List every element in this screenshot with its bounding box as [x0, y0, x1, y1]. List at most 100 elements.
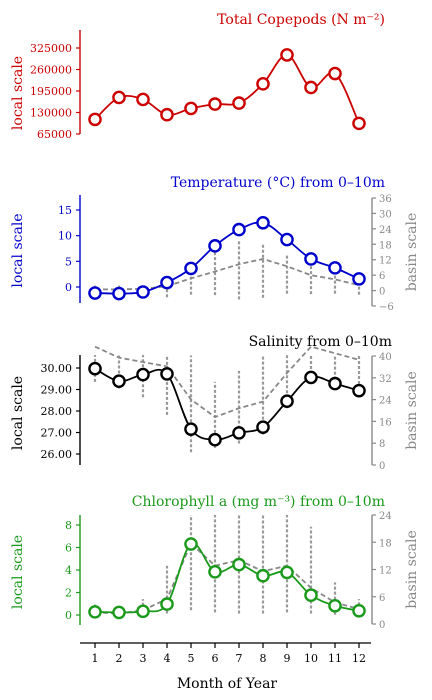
y-tick-label: 260000	[30, 64, 72, 77]
x-tick-label: 12	[352, 652, 366, 665]
y2-tick-label: 12	[379, 566, 392, 577]
y2-tick-label: 12	[379, 256, 392, 267]
y2-tick-label: −6	[379, 302, 394, 313]
y-axis-label: local scale	[10, 56, 26, 130]
data-point	[232, 557, 246, 572]
data-point	[352, 603, 366, 618]
data-point	[352, 116, 366, 131]
data-point	[184, 422, 198, 436]
y2-tick-label: 0	[379, 287, 385, 298]
data-point	[184, 261, 198, 276]
x-tick-label: 9	[284, 652, 291, 665]
data-point	[160, 107, 174, 122]
data-point	[328, 66, 342, 81]
y2-tick-label: 36	[379, 194, 392, 205]
y2-tick-label: 24	[379, 225, 392, 236]
chart-panel-4: Chlorophyll a (mg m⁻³) from 0–10m 8 6 4 2 0 lo…	[10, 494, 420, 631]
y2-tick-label: 18	[379, 240, 392, 251]
y-tick-label: 4	[65, 564, 72, 577]
data-point	[256, 568, 270, 583]
x-axis-label: Month of Year	[177, 676, 278, 692]
y2-tick-label: 30	[379, 209, 392, 220]
data-point	[112, 374, 126, 388]
x-tick-label: 4	[164, 652, 171, 665]
x-tick-label: 5	[188, 652, 195, 665]
data-point	[280, 394, 294, 409]
local-series-line	[94, 54, 360, 124]
local-series-line	[94, 221, 360, 295]
data-point	[136, 285, 150, 299]
y-tick-label: 8	[65, 519, 72, 532]
data-point	[280, 565, 294, 580]
data-point	[160, 597, 174, 611]
data-point	[304, 370, 318, 385]
y-tick-label: 0	[65, 609, 72, 622]
x-tick-label: 3	[140, 652, 147, 665]
data-point	[304, 588, 318, 602]
y2-tick-label: 16	[379, 417, 392, 428]
x-tick-label: 6	[212, 652, 219, 665]
y-tick-label: 130000	[30, 107, 72, 120]
data-point	[328, 261, 342, 275]
y-tick-label: 26.00	[41, 448, 73, 461]
y-axis-label: local scale	[10, 535, 26, 609]
data-point	[88, 112, 102, 127]
chart-panel-2: Temperature (°C) from 0–10m 15 10 5 0 local s…	[10, 175, 420, 313]
y2-tick-label: 24	[379, 396, 392, 407]
data-point	[232, 96, 246, 110]
data-point	[208, 97, 222, 111]
data-point	[136, 604, 150, 619]
y2-tick-label: 32	[379, 374, 392, 385]
y-tick-label: 5	[65, 255, 72, 268]
chart-title: Temperature (°C) from 0–10m	[171, 175, 385, 191]
y2-tick-label: 24	[379, 511, 392, 522]
data-point	[112, 286, 126, 301]
y2-tick-label: 6	[379, 593, 385, 604]
data-point	[328, 598, 342, 613]
y-tick-label: 2	[65, 587, 72, 600]
y2-axis-label: basin scale	[404, 371, 420, 450]
data-point	[136, 92, 150, 107]
y-tick-label: 325000	[30, 42, 72, 55]
data-point	[328, 376, 342, 391]
data-point	[232, 222, 246, 237]
x-tick-label: 2	[116, 652, 123, 665]
chart-title: Total Copepods (N m⁻²)	[217, 12, 385, 28]
data-point	[208, 432, 222, 447]
y-axis-label: local scale	[10, 213, 26, 287]
data-point	[256, 77, 270, 91]
data-point	[280, 232, 294, 247]
data-point	[88, 286, 102, 300]
y2-axis-label: basin scale	[404, 213, 420, 292]
data-point	[112, 605, 126, 620]
chart-title: Chlorophyll a (mg m⁻³) from 0–10m	[132, 494, 385, 510]
y-tick-label: 28.00	[41, 405, 73, 418]
x-tick-label: 7	[236, 652, 243, 665]
basin-series-line	[94, 541, 360, 615]
y2-tick-label: 8	[379, 439, 385, 450]
data-point	[304, 80, 318, 95]
y2-tick-label: 0	[379, 620, 385, 631]
data-point	[184, 101, 198, 116]
x-tick-label: 11	[328, 652, 342, 665]
data-point	[88, 605, 102, 619]
data-point	[208, 239, 222, 253]
data-point	[280, 48, 294, 62]
chart-title: Salinity from 0–10m	[249, 334, 392, 350]
data-point	[88, 361, 102, 376]
chart-panel-3: Salinity from 0–10m 30.00 29.00 28.00 27.00 2…	[10, 334, 420, 472]
y2-tick-label: 18	[379, 538, 392, 549]
data-point	[256, 420, 270, 434]
data-point	[112, 90, 126, 105]
y-tick-label: 10	[58, 230, 72, 243]
data-point	[232, 426, 246, 440]
chart-panel-1: Total Copepods (N m⁻²) 325000 260000 195000…	[10, 12, 385, 141]
y-tick-label: 27.00	[41, 427, 73, 440]
data-point	[160, 367, 174, 381]
y2-tick-label: 6	[379, 271, 385, 282]
y-tick-label: 30.00	[41, 362, 73, 375]
y2-tick-label: 0	[379, 461, 385, 472]
data-point	[352, 272, 366, 286]
